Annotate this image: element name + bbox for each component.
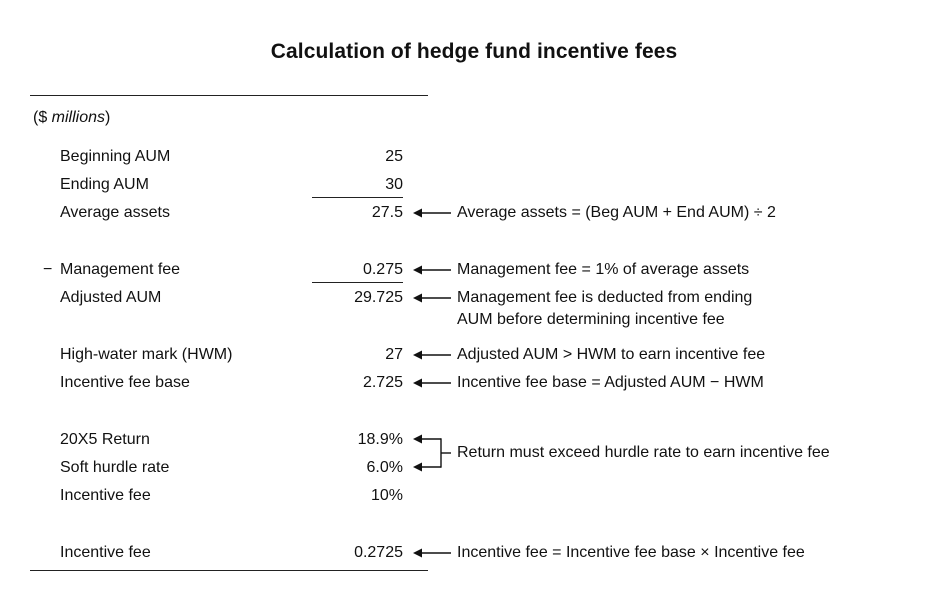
row-label-incentive-fee-amount: Incentive fee — [60, 544, 151, 561]
row-value-incentive-fee-amount: 0.2725 — [354, 544, 403, 561]
row-value-incentive-fee-base: 2.725 — [362, 374, 403, 391]
row-label-beginning-aum: Beginning AUM — [60, 148, 171, 165]
note-adjusted-aum-line2: AUM before determining incentive fee — [457, 311, 725, 328]
note-hwm: Adjusted AUM > HWM to earn incentive fee — [457, 346, 766, 363]
page-title: Calculation of hedge fund incentive fees — [270, 40, 678, 63]
left-arrow-icon — [413, 378, 451, 388]
row-label-management-fee: Management fee — [60, 261, 181, 278]
subtotal-rule-2 — [312, 282, 403, 283]
bracket-icon — [413, 434, 451, 472]
row-value-ending-aum: 30 — [385, 176, 403, 193]
note-adjusted-aum-line1: Management fee is deducted from ending — [457, 289, 753, 306]
row-label-incentive-fee-base: Incentive fee base — [60, 374, 190, 391]
note-incentive-fee: Incentive fee = Incentive fee base × Inc… — [457, 544, 805, 561]
note-management-fee: Management fee = 1% of average assets — [457, 261, 750, 278]
note-average-assets: Average assets = (Beg AUM + End AUM) ÷ 2 — [457, 204, 776, 221]
row-label-adjusted-aum: Adjusted AUM — [60, 289, 162, 306]
row-prefix-minus: − — [43, 261, 53, 278]
row-label-soft-hurdle-rate: Soft hurdle rate — [60, 459, 170, 476]
note-hurdle: Return must exceed hurdle rate to earn i… — [457, 444, 830, 461]
units-label: ($ millions) — [33, 109, 111, 126]
row-value-beginning-aum: 25 — [385, 148, 403, 165]
units-unit: millions — [51, 109, 106, 126]
left-arrow-icon — [413, 293, 451, 303]
row-value-high-water-mark: 27 — [385, 346, 403, 363]
row-value-incentive-fee-rate: 10% — [370, 487, 403, 504]
left-arrow-icon — [413, 548, 451, 558]
row-value-average-assets: 27.5 — [371, 204, 403, 221]
top-rule — [30, 95, 428, 96]
row-value-soft-hurdle-rate: 6.0% — [366, 459, 403, 476]
row-label-ending-aum: Ending AUM — [60, 176, 149, 193]
row-value-adjusted-aum: 29.725 — [354, 289, 403, 306]
row-value-return: 18.9% — [357, 431, 403, 448]
subtotal-rule-1 — [312, 197, 403, 198]
note-fee-base: Incentive fee base = Adjusted AUM − HWM — [457, 374, 764, 391]
row-value-management-fee: 0.275 — [362, 261, 403, 278]
row-label-average-assets: Average assets — [60, 204, 170, 221]
left-arrow-icon — [413, 208, 451, 218]
row-label-return: 20X5 Return — [60, 431, 150, 448]
row-label-incentive-fee-rate: Incentive fee — [60, 487, 151, 504]
left-arrow-icon — [413, 265, 451, 275]
row-label-high-water-mark: High-water mark (HWM) — [60, 346, 233, 363]
left-arrow-icon — [413, 350, 451, 360]
bottom-rule — [30, 570, 428, 571]
